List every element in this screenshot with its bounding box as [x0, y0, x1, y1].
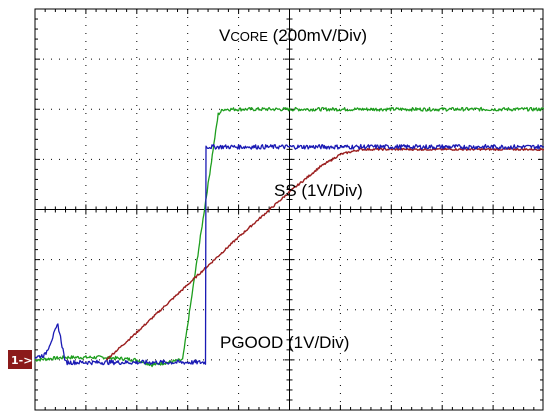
ground-marker-label: 1->: [11, 354, 32, 367]
ground-marker: 1->: [8, 350, 32, 369]
ground-marker-box: [8, 350, 32, 369]
vcore-annotation-prefix: V: [219, 26, 231, 45]
vcore-annotation-subscript: CORE: [230, 29, 268, 44]
ss-trace: [105, 147, 544, 361]
ss-annotation: SS (1V/Div): [274, 181, 363, 200]
vcore-annotation: VCORE (200mV/Div): [219, 26, 367, 45]
pgood-annotation: PGOOD (1V/Div): [220, 333, 349, 352]
pgood-trace: [34, 143, 544, 366]
vcore-trace: [34, 106, 544, 368]
vcore-annotation-scale: (200mV/Div): [268, 26, 367, 45]
trace-group: [34, 106, 544, 368]
graticule: [34, 8, 544, 411]
